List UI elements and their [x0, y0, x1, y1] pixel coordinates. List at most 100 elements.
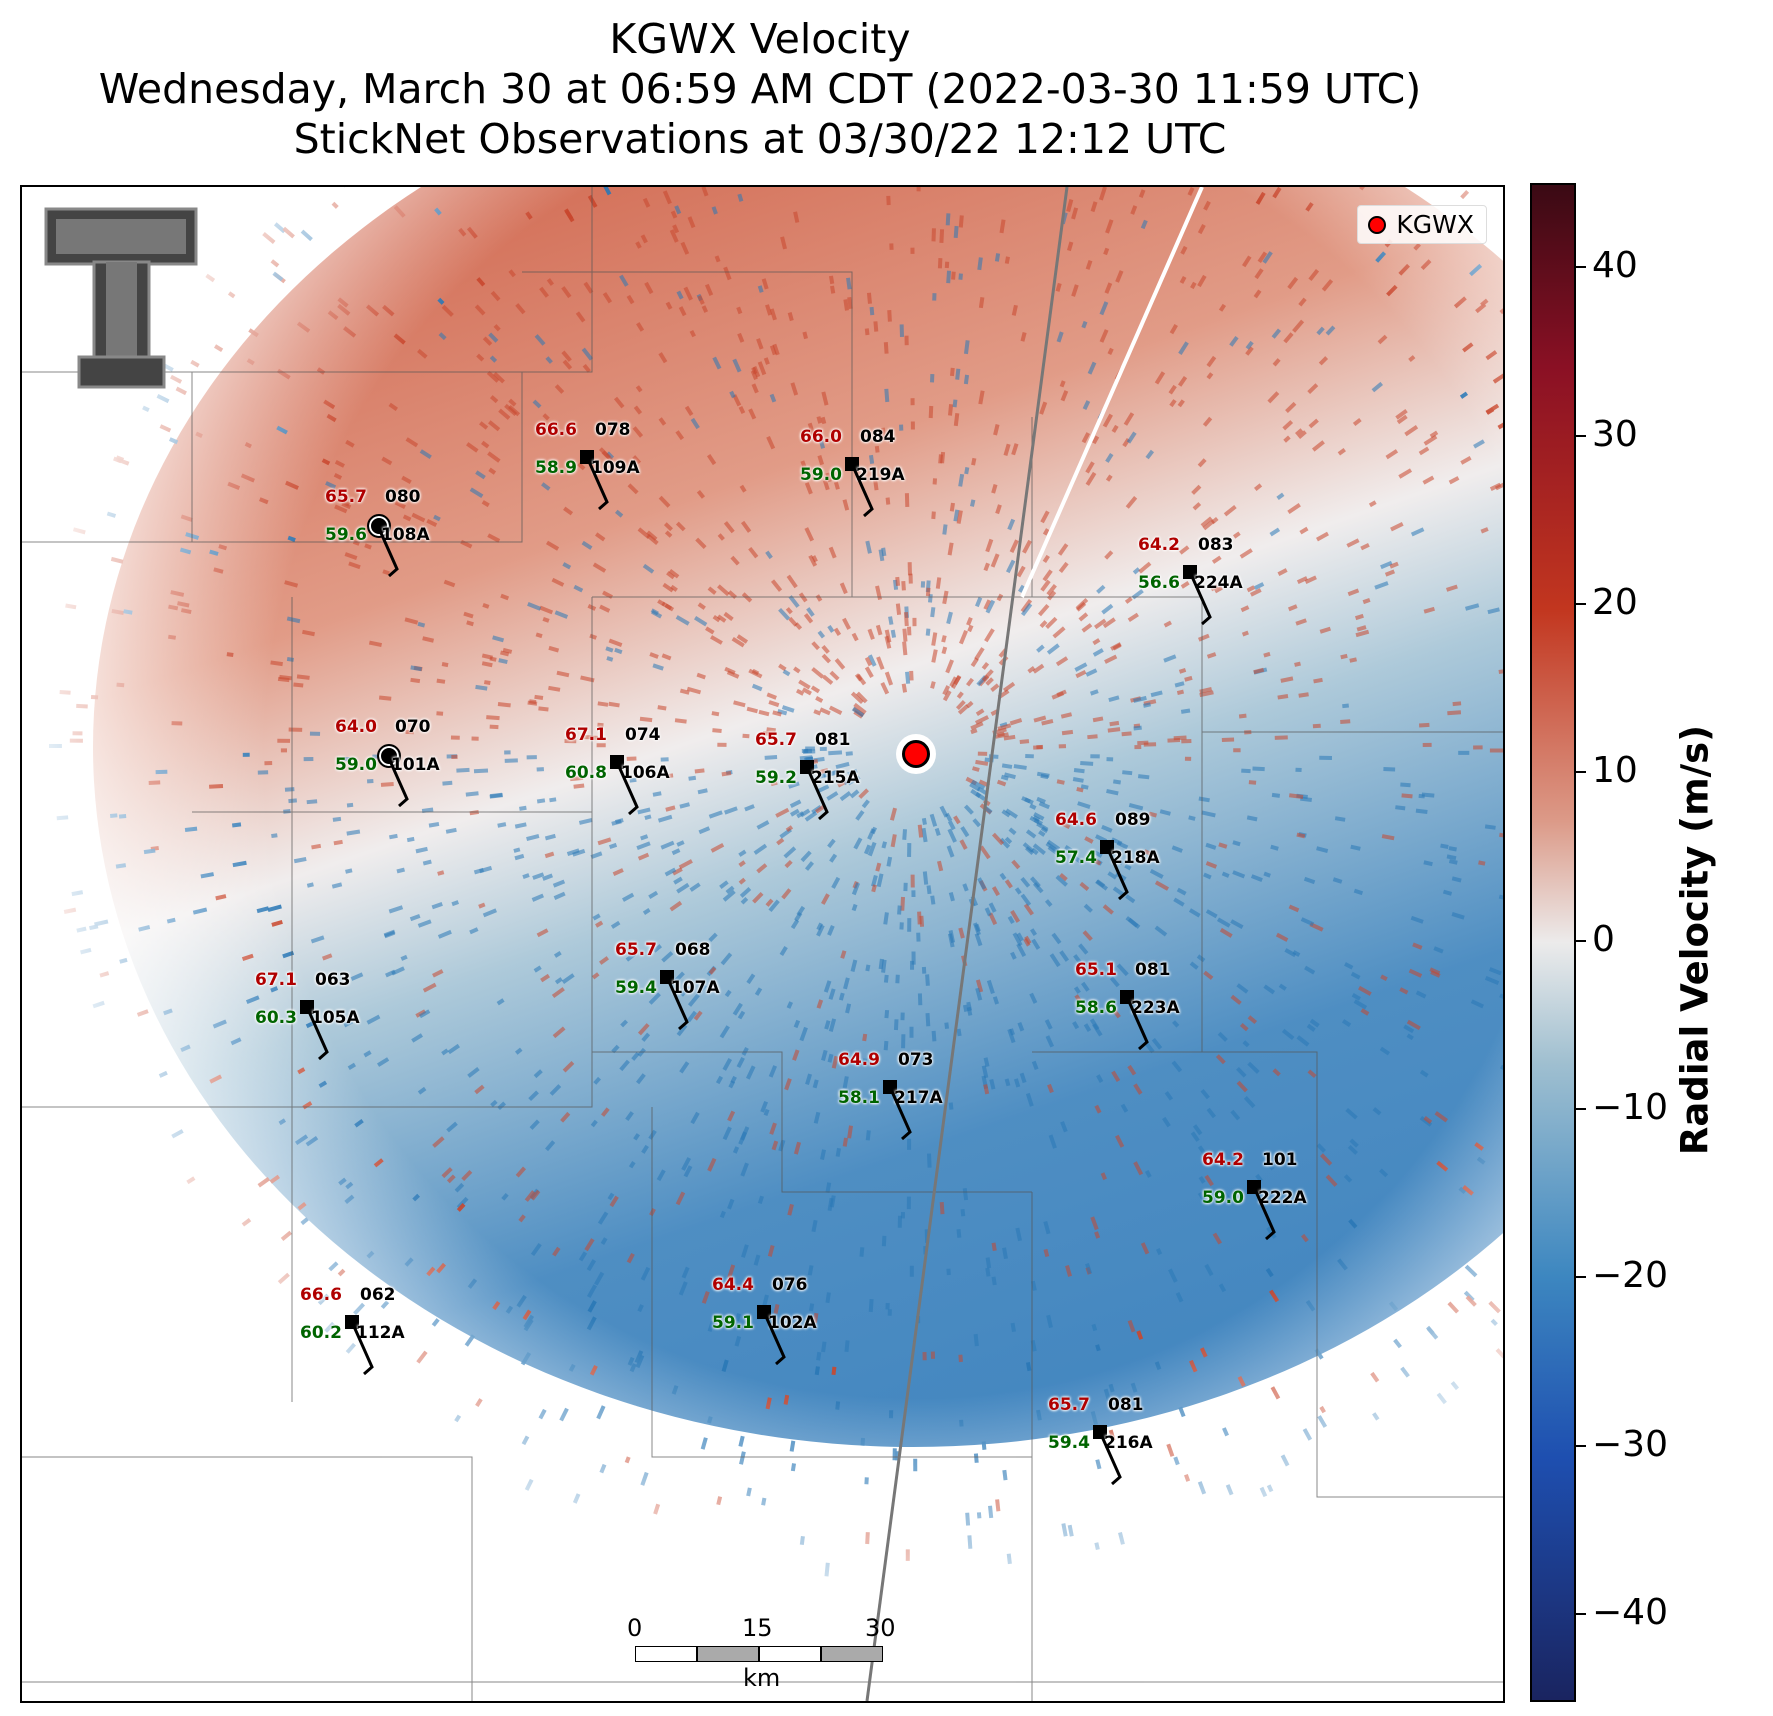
station-id: 219A	[856, 465, 905, 485]
title-line-1: KGWX Velocity	[609, 15, 911, 63]
station-temperature: 64.2	[1138, 535, 1180, 555]
scale-tick-0: 0	[627, 1614, 643, 1642]
station-wind-dir: 089	[1115, 810, 1151, 830]
radar-site-marker[interactable]	[902, 740, 930, 768]
wind-barb-icon	[305, 1007, 329, 1061]
station-temperature: 67.1	[565, 725, 607, 745]
wind-barb-icon	[1188, 572, 1212, 626]
station-dewpoint: 59.0	[335, 755, 377, 775]
station-dewpoint: 59.4	[1048, 1433, 1090, 1453]
highway-line	[865, 187, 1069, 1701]
colorbar-tick-label: −20	[1592, 1255, 1668, 1297]
station-temperature: 64.6	[1055, 810, 1097, 830]
station-wind-dir: 081	[1108, 1395, 1144, 1415]
beam-gap	[1020, 187, 1204, 598]
radar-site-dot-icon	[1368, 215, 1387, 234]
station-wind-dir: 070	[395, 717, 431, 737]
colorbar-tick-mark	[1574, 1276, 1586, 1279]
colorbar-tick-mark	[1574, 939, 1586, 942]
colorbar-tick-mark	[1574, 602, 1586, 605]
scale-seg-2	[697, 1646, 759, 1662]
station-temperature: 64.2	[1202, 1150, 1244, 1170]
scale-unit: km	[743, 1664, 781, 1692]
scale-tick-15: 15	[742, 1614, 773, 1642]
station-id: 108A	[381, 525, 430, 545]
colorbar-tick-label: 30	[1592, 413, 1638, 455]
station-id: 218A	[1111, 848, 1160, 868]
station-temperature: 65.1	[1075, 960, 1117, 980]
colorbar-tick-label: 40	[1592, 245, 1638, 287]
station-dewpoint: 59.1	[712, 1313, 754, 1333]
station-dewpoint: 58.9	[535, 458, 577, 478]
station-temperature: 67.1	[255, 970, 297, 990]
colorbar-tick-label: −10	[1592, 1086, 1668, 1128]
wind-barb-icon	[805, 767, 829, 821]
scale-seg-4	[821, 1646, 883, 1662]
station-dewpoint: 57.4	[1055, 848, 1097, 868]
station-id: 106A	[621, 763, 670, 783]
station-wind-dir: 083	[1198, 535, 1234, 555]
station-dewpoint: 59.2	[755, 768, 797, 788]
legend-label: KGWX	[1396, 210, 1474, 239]
station-id: 109A	[591, 458, 640, 478]
station-dewpoint: 59.4	[615, 978, 657, 998]
wind-barb-icon	[385, 754, 409, 808]
wind-barb-icon	[1125, 997, 1149, 1051]
wind-barb-icon	[585, 457, 609, 511]
station-id: 216A	[1104, 1433, 1153, 1453]
station-dewpoint: 59.6	[325, 525, 367, 545]
colorbar-tick-mark	[1574, 266, 1586, 269]
station-temperature: 65.7	[325, 487, 367, 507]
station-temperature: 66.0	[800, 427, 842, 447]
station-id: 224A	[1194, 573, 1243, 593]
colorbar-tick-label: −40	[1592, 1591, 1668, 1633]
wind-barb-icon	[665, 977, 689, 1031]
wind-barb-icon	[888, 1087, 912, 1141]
radar-legend: KGWX	[1357, 205, 1487, 244]
station-dewpoint: 58.6	[1075, 998, 1117, 1018]
station-wind-dir: 073	[898, 1050, 934, 1070]
station-temperature: 65.7	[615, 940, 657, 960]
wind-barb-icon	[1252, 1187, 1276, 1241]
station-id: 222A	[1258, 1188, 1307, 1208]
station-dewpoint: 60.8	[565, 763, 607, 783]
wind-barb-icon	[762, 1312, 786, 1366]
station-wind-dir: 081	[1135, 960, 1171, 980]
station-wind-dir: 081	[815, 730, 851, 750]
station-wind-dir: 084	[860, 427, 896, 447]
station-id: 101A	[391, 755, 440, 775]
station-temperature: 65.7	[755, 730, 797, 750]
wind-barb-icon	[350, 1322, 374, 1376]
colorbar-tick-label: −30	[1592, 1423, 1668, 1465]
station-wind-dir: 101	[1262, 1150, 1298, 1170]
scale-seg-1	[635, 1646, 697, 1662]
station-wind-dir: 074	[625, 725, 661, 745]
colorbar-tick-label: 10	[1592, 750, 1638, 792]
title-line-3: StickNet Observations at 03/30/22 12:12 …	[293, 115, 1227, 163]
scale-seg-3	[759, 1646, 821, 1662]
colorbar-tick-mark	[1574, 771, 1586, 774]
colorbar-title: Radial Velocity (m/s)	[1673, 724, 1717, 1156]
station-dewpoint: 60.3	[255, 1008, 297, 1028]
station-id: 102A	[768, 1313, 817, 1333]
station-wind-dir: 078	[595, 420, 631, 440]
station-id: 223A	[1131, 998, 1180, 1018]
scale-tick-30: 30	[865, 1614, 896, 1642]
velocity-colorbar	[1530, 183, 1576, 1702]
station-wind-dir: 068	[675, 940, 711, 960]
radar-map[interactable]: KGWX 66.6 078 58.9 109A 66.0 084 59.0 219A 65.7 0…	[20, 185, 1505, 1703]
wind-barb-icon	[1098, 1432, 1122, 1486]
colorbar-tick-label: 20	[1592, 581, 1638, 623]
station-temperature: 65.7	[1048, 1395, 1090, 1415]
colorbar-tick-mark	[1574, 1612, 1586, 1615]
station-wind-dir: 062	[360, 1285, 396, 1305]
colorbar-tick-mark	[1574, 434, 1586, 437]
station-dewpoint: 59.0	[1202, 1188, 1244, 1208]
wind-barb-icon	[850, 464, 874, 518]
wind-barb-icon	[375, 524, 399, 578]
station-dewpoint: 56.6	[1138, 573, 1180, 593]
station-id: 215A	[811, 768, 860, 788]
station-id: 112A	[356, 1323, 405, 1343]
station-wind-dir: 076	[772, 1275, 808, 1295]
station-temperature: 64.4	[712, 1275, 754, 1295]
